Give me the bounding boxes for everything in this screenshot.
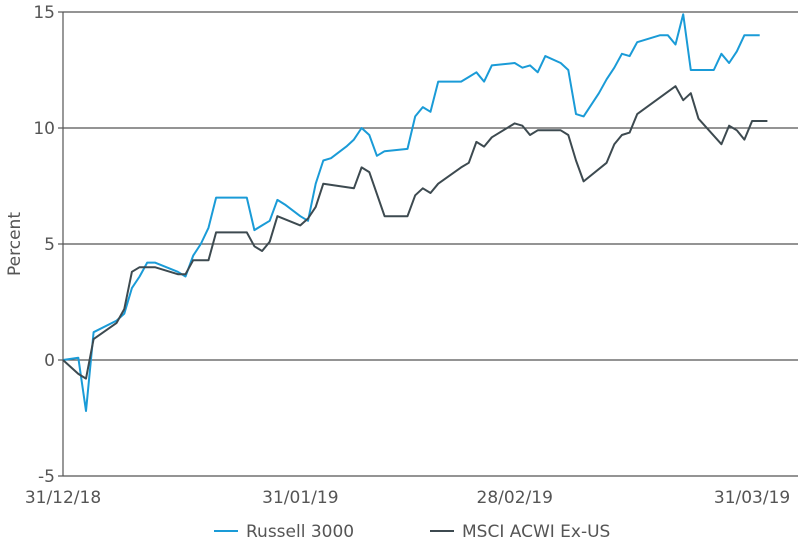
y-tick-label: 15: [33, 3, 55, 23]
x-tick-label: 28/02/19: [477, 488, 553, 508]
series-line-msci-acwi-ex-us: [62, 85, 768, 380]
y-tick-label: -5: [38, 467, 55, 487]
x-tick-label: 31/03/19: [714, 488, 790, 508]
legend-label: MSCI ACWI Ex-US: [462, 522, 610, 542]
series-lines: [62, 13, 768, 412]
y-axis-title: Percent: [5, 212, 25, 276]
gridlines: [63, 11, 798, 477]
y-tick-labels: -5 0 5 10 15: [33, 3, 55, 487]
x-tick-label: 31/01/19: [262, 488, 338, 508]
legend: Russell 3000 MSCI ACWI Ex-US: [214, 522, 610, 542]
y-tick-label: 10: [33, 119, 55, 139]
x-tick-label: 31/12/18: [25, 488, 101, 508]
axes: [58, 11, 798, 477]
series-line-russell-3000: [62, 13, 760, 412]
y-tick-label: 0: [44, 351, 55, 371]
legend-label: Russell 3000: [246, 522, 354, 542]
y-tick-label: 5: [44, 235, 55, 255]
x-tick-labels: 31/12/18 31/01/19 28/02/19 31/03/19: [25, 488, 790, 508]
